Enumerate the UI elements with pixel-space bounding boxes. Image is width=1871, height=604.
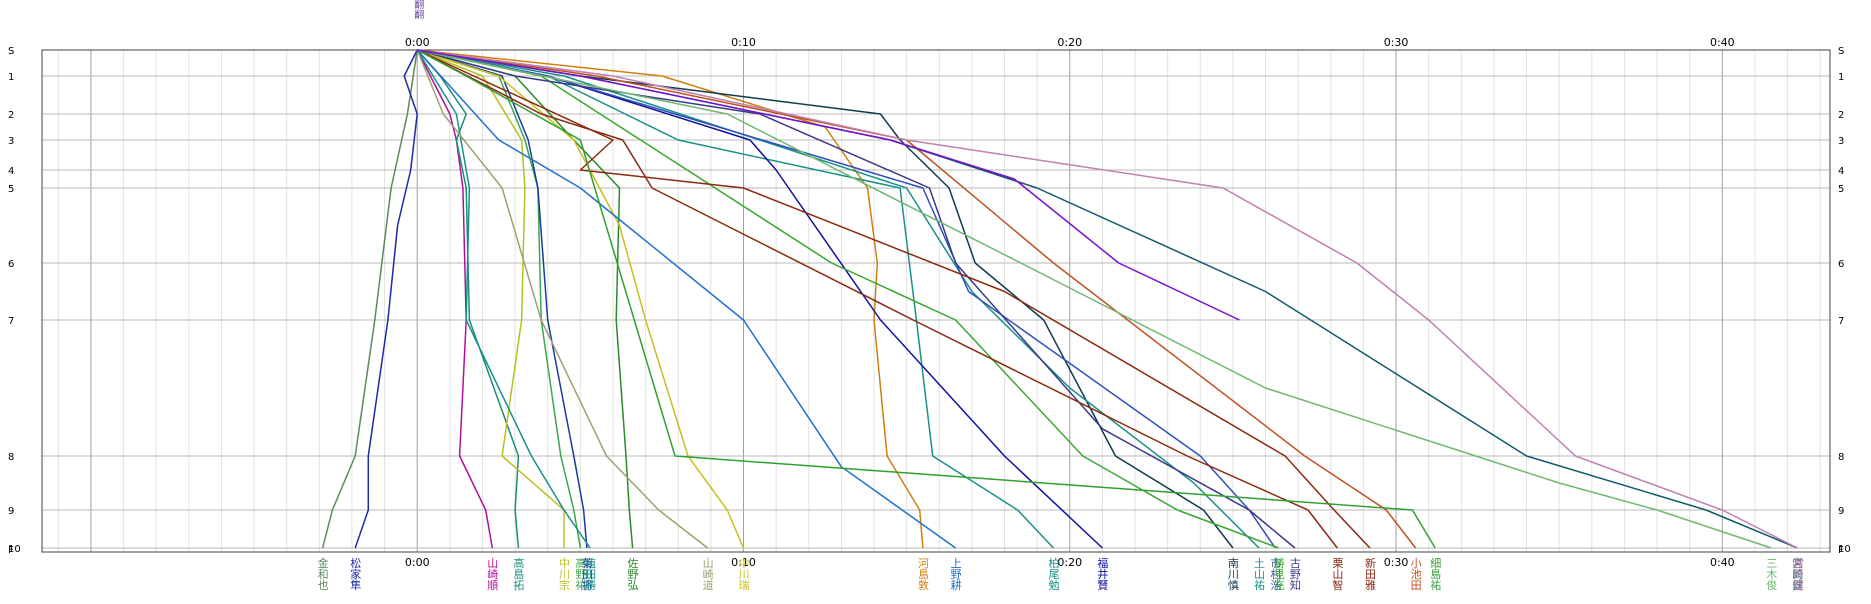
station-label-left: 4 <box>8 166 14 177</box>
x-tick-label-bottom: 0:30 <box>1384 556 1409 569</box>
series-name-label-22: 小池田 <box>1409 557 1422 590</box>
series-name-label-1: 松家隼 <box>349 556 362 590</box>
series-name-label-8: 佐野弘 <box>626 556 639 590</box>
station-label-left: 7 <box>8 316 14 327</box>
station-label-right: 3 <box>1838 136 1844 147</box>
station-label-right: 4 <box>1838 166 1844 177</box>
series-line-23 <box>416 49 1436 549</box>
station-label-right: 7 <box>1838 316 1844 327</box>
series-line-11 <box>417 49 924 549</box>
station-label-left: 2 <box>8 110 14 121</box>
station-label-left: 5 <box>8 184 14 195</box>
station-label-left: 10 <box>8 544 21 555</box>
station-label-right: 9 <box>1838 506 1844 517</box>
series-name-label-17: 市村浩 <box>1269 556 1282 591</box>
series-line-26 <box>417 49 1798 549</box>
grid <box>41 49 1831 553</box>
series-name-label-9: 山崎道 <box>701 557 714 590</box>
series-name-label-20: 栗山智 <box>1331 558 1344 592</box>
station-label-right: 1 <box>1838 72 1844 83</box>
series-line-16 <box>417 49 1260 549</box>
series-name-label-16: 土山祐 <box>1253 557 1266 590</box>
series-line-8 <box>417 49 634 549</box>
series-line-19 <box>417 49 1296 549</box>
series-line-3 <box>416 49 520 549</box>
series-line-7 <box>416 49 591 549</box>
x-tick-label-top: 0:10 <box>731 36 756 49</box>
x-tick-label-top: 0:30 <box>1384 36 1409 49</box>
x-tick-label-top: 0:00 <box>405 36 430 49</box>
series-name-label-3: 高島拓 <box>512 556 525 590</box>
series-line-15 <box>417 49 1234 549</box>
series-line-22 <box>417 49 1417 549</box>
series-name-label-19: 古野知 <box>1288 557 1301 591</box>
x-tick-label-top: 0:20 <box>1057 36 1082 49</box>
series-line-0 <box>321 49 418 549</box>
x-tick-label-bottom: 0:00 <box>405 556 430 569</box>
series-line-9 <box>416 49 709 549</box>
series-name-label-23: 細島祐 <box>1429 557 1442 590</box>
series-name-label-26: 越野誠 <box>1791 556 1804 591</box>
series-name-label-5: 高野祐 <box>574 556 587 590</box>
x-tick-label-bottom: 0:20 <box>1057 556 1082 569</box>
series-line-1 <box>354 49 418 549</box>
series-name-label-25: 宮崎健 <box>1791 556 1804 590</box>
series-line-6 <box>416 49 588 549</box>
series-line-12 <box>416 49 957 549</box>
series-name-label-12: 上野耕 <box>949 557 962 591</box>
station-label-right: 8 <box>1838 452 1844 463</box>
station-label-left: 1 <box>8 72 14 83</box>
top-marker-text: 翻翻翻 <box>412 0 424 20</box>
top-marker: 翻翻翻 <box>412 0 424 20</box>
series-name-label-6: 菊田将 <box>580 557 593 590</box>
series-name-label-7: 植田勝 <box>584 556 597 591</box>
series-line-21 <box>416 49 1371 549</box>
axis-ticks: 0:00 0:00 0:10 0:10 0:20 0:20 0:30 0:30 0:40 0:40… <box>8 36 1851 569</box>
station-label-right: F <box>1838 545 1844 556</box>
x-tick-label-bottom: 0:10 <box>731 556 756 569</box>
series-name-label-14: 福井賢 <box>1096 556 1109 591</box>
series-name-label-11: 河島敦 <box>916 557 929 591</box>
series-name-label-2: 山崎順 <box>486 557 499 591</box>
station-label-right: 6 <box>1838 259 1844 270</box>
series-name-label-15: 南川慎 <box>1226 557 1239 591</box>
series-name-label-4: 中川宗 <box>558 557 571 590</box>
x-tick-label-bottom: 0:40 <box>1710 556 1735 569</box>
series-name-label-18: 勝見充 <box>1272 556 1285 591</box>
station-label-left: 8 <box>8 452 14 463</box>
station-label-right: 2 <box>1838 110 1844 121</box>
station-label-left: 9 <box>8 506 14 517</box>
station-label-left: 6 <box>8 259 14 270</box>
series-lines <box>321 49 1798 549</box>
station-label-right: S <box>1838 46 1844 57</box>
plot-frame <box>41 49 1831 553</box>
series-name-label-10: 中川瑞 <box>737 557 750 590</box>
series-name-label-21: 新田雅 <box>1363 556 1376 590</box>
series-line-27 <box>417 49 1240 321</box>
series-name-label-0: 金和也 <box>316 556 329 590</box>
series-line-5 <box>416 49 582 549</box>
series-line-10 <box>416 49 745 549</box>
station-label-left: F <box>8 545 14 556</box>
station-label-left: S <box>8 46 14 57</box>
x-tick-label-top: 0:40 <box>1710 36 1735 49</box>
series-name-label-13: 柏尾勉 <box>1047 556 1060 590</box>
station-label-right: 10 <box>1838 544 1851 555</box>
series-name-label-24: 三木俊 <box>1765 558 1778 591</box>
station-label-right: 5 <box>1838 184 1844 195</box>
series-line-24 <box>417 49 1772 549</box>
series-line-2 <box>416 49 494 549</box>
station-label-left: 3 <box>8 136 14 147</box>
series-line-14 <box>417 49 1103 549</box>
